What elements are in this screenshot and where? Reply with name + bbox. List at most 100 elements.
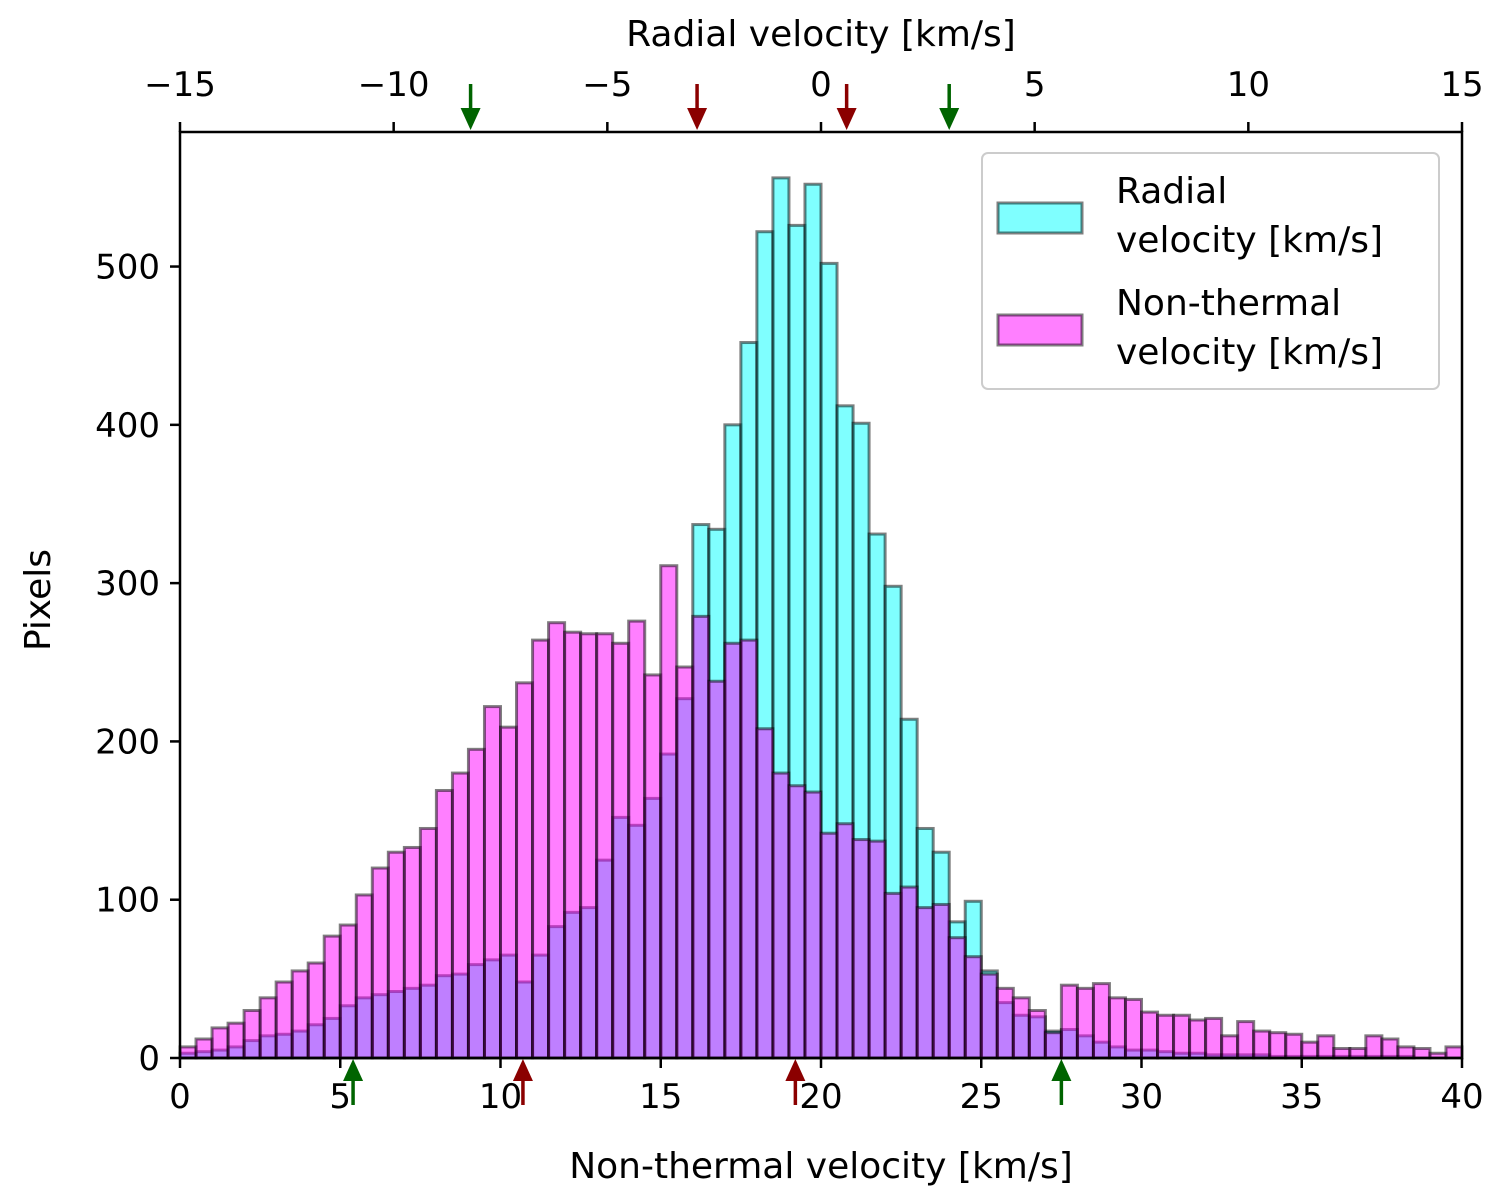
bar-nonthermal-72 <box>1332 1047 1352 1060</box>
bar-nonthermal-21 <box>515 681 535 1060</box>
bar-nonthermal-25 <box>579 632 599 1060</box>
bar-nonthermal-61 <box>1156 1013 1176 1060</box>
bar-nonthermal-71 <box>1316 1034 1336 1060</box>
bar-nonthermal-76 <box>1396 1045 1416 1060</box>
legend-label-radial-line2: velocity [km/s] <box>1116 220 1383 261</box>
bar-nonthermal-44 <box>883 891 903 1060</box>
bar-nonthermal-70 <box>1300 1040 1320 1060</box>
bar-nonthermal-23 <box>547 621 567 1060</box>
bar-nonthermal-14 <box>402 845 422 1060</box>
arrow-bottom-green-7 <box>1051 1059 1072 1105</box>
bottom-tick-label-0: 0 <box>169 1077 191 1117</box>
bar-nonthermal-22 <box>531 638 551 1060</box>
bar-nonthermal-26 <box>595 632 615 1060</box>
top-tick-label-1: −10 <box>358 65 430 105</box>
y-tick-label-3: 300 <box>95 564 160 604</box>
y-tick-label-2: 200 <box>95 722 160 762</box>
bar-nonthermal-27 <box>611 641 631 1060</box>
bar-nonthermal-41 <box>835 822 855 1060</box>
bottom-tick-label-1: 5 <box>329 1077 351 1117</box>
bar-nonthermal-38 <box>787 784 807 1060</box>
bar-nonthermal-59 <box>1123 997 1143 1060</box>
bar-nonthermal-4 <box>242 1009 262 1060</box>
bar-nonthermal-5 <box>258 996 278 1060</box>
bar-nonthermal-74 <box>1364 1034 1384 1060</box>
y-axis-title: Pixels <box>18 549 59 651</box>
bottom-tick-label-6: 30 <box>1120 1077 1163 1117</box>
bar-nonthermal-10 <box>338 923 358 1060</box>
bar-nonthermal-49 <box>963 955 983 1060</box>
y-tick-label-0: 0 <box>138 1039 160 1079</box>
bottom-tick-label-7: 35 <box>1280 1077 1323 1117</box>
bottom-tick-label-4: 20 <box>799 1077 842 1117</box>
arrow-top-green-3 <box>939 84 960 130</box>
bar-nonthermal-37 <box>771 771 791 1060</box>
bar-nonthermal-47 <box>931 902 951 1060</box>
bar-nonthermal-8 <box>306 961 326 1060</box>
bar-nonthermal-35 <box>739 638 759 1060</box>
bar-nonthermal-13 <box>386 850 406 1060</box>
marker-arrows <box>343 84 1072 1105</box>
top-tick-label-3: 0 <box>810 65 832 105</box>
top-axis-title: Radial velocity [km/s] <box>626 14 1016 55</box>
legend-label-radial-line1: Radial <box>1116 171 1227 212</box>
bar-nonthermal-53 <box>1027 1009 1047 1060</box>
top-tick-label-2: −5 <box>582 65 632 105</box>
bottom-tick-label-8: 40 <box>1440 1077 1483 1117</box>
bar-nonthermal-30 <box>659 564 679 1060</box>
arrow-top-green-0 <box>460 84 481 130</box>
bar-nonthermal-28 <box>627 619 647 1060</box>
bar-nonthermal-0 <box>178 1045 198 1060</box>
bar-nonthermal-7 <box>290 969 310 1060</box>
bar-nonthermal-6 <box>274 980 294 1060</box>
axis-ticks: −15 −10 −5 0 5 10 150 5 10 15 20 25 30 35 400100200300… <box>95 65 1484 1117</box>
arrow-bottom-green-4 <box>343 1059 364 1105</box>
arrow-top-red-2 <box>836 84 857 130</box>
bar-nonthermal-52 <box>1011 996 1031 1060</box>
bar-nonthermal-33 <box>707 679 727 1060</box>
bar-nonthermal-60 <box>1140 1010 1160 1060</box>
bar-nonthermal-58 <box>1107 996 1127 1060</box>
legend: Radial velocity [km/s] Non-thermal veloc… <box>981 152 1440 390</box>
bar-nonthermal-39 <box>803 790 823 1060</box>
bottom-tick-label-5: 25 <box>960 1077 1003 1117</box>
bar-nonthermal-3 <box>226 1021 246 1060</box>
bar-nonthermal-36 <box>755 727 775 1060</box>
bottom-axis-title: Non-thermal velocity [km/s] <box>569 1146 1073 1187</box>
bar-nonthermal-1 <box>194 1037 214 1060</box>
legend-label-nonthermal-line1: Non-thermal <box>1116 283 1341 324</box>
bar-nonthermal-63 <box>1188 1018 1208 1060</box>
arrow-bottom-red-5 <box>512 1059 533 1105</box>
bar-nonthermal-34 <box>723 641 743 1060</box>
bar-nonthermal-12 <box>370 866 390 1060</box>
arrow-bottom-red-6 <box>785 1059 806 1105</box>
bar-nonthermal-79 <box>1444 1045 1464 1060</box>
bar-nonthermal-32 <box>691 614 711 1060</box>
bar-nonthermal-42 <box>851 838 871 1060</box>
top-tick-label-5: 10 <box>1227 65 1270 105</box>
bar-nonthermal-73 <box>1348 1047 1368 1060</box>
bottom-tick-label-3: 15 <box>639 1077 682 1117</box>
bar-nonthermal-69 <box>1284 1032 1304 1060</box>
bar-nonthermal-65 <box>1220 1034 1240 1060</box>
bar-nonthermal-51 <box>995 986 1015 1060</box>
bar-nonthermal-9 <box>322 934 342 1060</box>
y-tick-label-5: 500 <box>95 248 160 288</box>
top-tick-label-0: −15 <box>144 65 216 105</box>
bar-nonthermal-64 <box>1204 1016 1224 1060</box>
bar-nonthermal-50 <box>979 972 999 1060</box>
legend-label-nonthermal-line2: velocity [km/s] <box>1116 332 1383 373</box>
bar-nonthermal-15 <box>418 826 438 1060</box>
top-tick-label-6: 15 <box>1440 65 1483 105</box>
bar-nonthermal-45 <box>899 885 919 1060</box>
bar-nonthermal-29 <box>643 673 663 1060</box>
top-tick-label-4: 5 <box>1024 65 1046 105</box>
bar-nonthermal-62 <box>1172 1013 1192 1060</box>
legend-swatch-radial <box>996 201 1084 235</box>
bar-nonthermal-77 <box>1412 1047 1432 1060</box>
bottom-tick-label-2: 10 <box>479 1077 522 1117</box>
bar-nonthermal-46 <box>915 906 935 1060</box>
bar-nonthermal-31 <box>675 665 695 1060</box>
bar-nonthermal-43 <box>867 839 887 1060</box>
